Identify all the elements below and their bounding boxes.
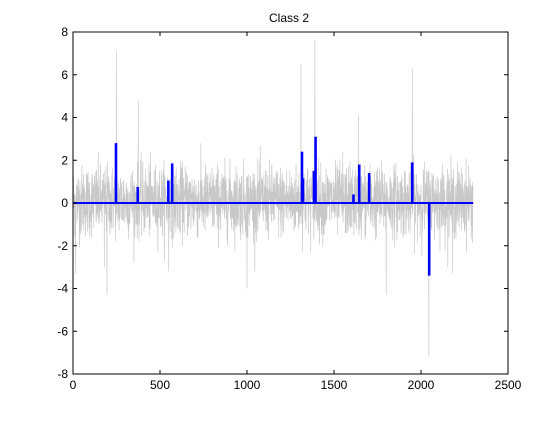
y-tick-label: -4: [57, 282, 68, 296]
y-tick-label: 0: [61, 196, 68, 210]
spike-layer: [114, 136, 431, 276]
x-tick-label: 2500: [495, 378, 522, 392]
x-axis: 0 500 1000 1500 2000 2500: [70, 32, 522, 392]
y-tick-label: 2: [61, 153, 68, 167]
x-tick-label: 2000: [408, 378, 435, 392]
y-tick-label: 6: [61, 68, 68, 82]
y-tick-label: 4: [61, 111, 68, 125]
y-axis: -8 -6 -4 -2 0 2 4 6 8: [57, 25, 508, 381]
x-tick-label: 1500: [321, 378, 348, 392]
signal-trace: [72, 40, 474, 357]
y-tick-label: -8: [57, 367, 68, 381]
x-tick-label: 1000: [234, 378, 261, 392]
x-tick-label: 0: [70, 378, 77, 392]
y-tick-label: -2: [57, 239, 68, 253]
y-tick-label: -6: [57, 324, 68, 338]
chart-title: Class 2: [269, 11, 309, 25]
signal-layer: [72, 40, 474, 357]
x-tick-label: 500: [150, 378, 170, 392]
y-tick-label: 8: [61, 25, 68, 39]
